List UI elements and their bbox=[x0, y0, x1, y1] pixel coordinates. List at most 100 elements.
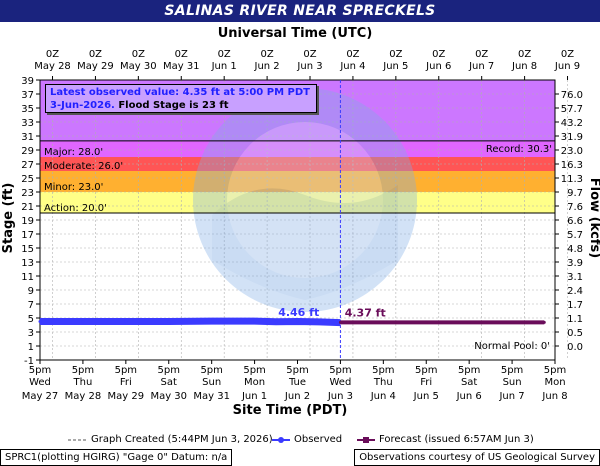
y-tick-label: 29 bbox=[21, 146, 34, 157]
bottom-tick-time: 5pm bbox=[286, 365, 308, 376]
flow-tick-label: 9.7 bbox=[567, 188, 583, 199]
bottom-tick-date: Jun 7 bbox=[498, 391, 524, 402]
latest-observation-box: Latest observed value: 4.35 ft at 5:00 P… bbox=[45, 84, 317, 113]
flow-tick-label: 11.3 bbox=[561, 174, 583, 185]
footer-datum: SPRC1(plotting HGIRG) "Gage 0" Datum: n/… bbox=[0, 449, 233, 466]
y-tick-label: 23 bbox=[21, 188, 34, 199]
bottom-tick-time: 5pm bbox=[29, 365, 51, 376]
top-tick-hour: 0Z bbox=[218, 49, 231, 60]
bottom-tick-time: 5pm bbox=[458, 365, 480, 376]
top-tick-hour: 0Z bbox=[561, 49, 574, 60]
bottom-tick-dow: Sat bbox=[161, 377, 177, 388]
top-tick-hour: 0Z bbox=[260, 49, 273, 60]
bottom-tick-date: May 30 bbox=[150, 391, 187, 402]
bottom-tick-date: Jun 3 bbox=[327, 391, 353, 402]
top-tick-hour: 0Z bbox=[518, 49, 531, 60]
latest-observation-date: 3-Jun-2026. bbox=[50, 100, 115, 111]
major-band bbox=[40, 140, 555, 157]
action-band bbox=[40, 192, 555, 213]
bottom-tick-dow: Wed bbox=[29, 377, 51, 388]
y-tick-label: 37 bbox=[21, 90, 34, 101]
top-tick-day: Jun 6 bbox=[425, 61, 451, 72]
stage-label-record: Record: 30.3' bbox=[486, 144, 552, 155]
series-lines bbox=[38, 317, 546, 327]
bottom-tick-time: 5pm bbox=[415, 365, 437, 376]
top-tick-hour: 0Z bbox=[89, 49, 102, 60]
y-tick-label: 11 bbox=[21, 272, 34, 283]
right-axis-title: Flow (kcfs) bbox=[587, 178, 600, 258]
y-tick-label: 25 bbox=[21, 174, 34, 185]
point-observed bbox=[124, 320, 128, 323]
bottom-tick-dow: Mon bbox=[244, 377, 265, 388]
y-tick-label: 3 bbox=[28, 328, 34, 339]
legend-observed-label: Observed bbox=[294, 434, 343, 445]
top-tick-day: Jun 8 bbox=[511, 61, 537, 72]
bottom-tick-date: Jun 6 bbox=[456, 391, 482, 402]
y-axis-right: 0.0 0.5 1.1 1.7 2.4 3.1 3.9 4.8 5.7 6.6 7.6 9.7 11.3… bbox=[555, 90, 583, 353]
bottom-tick-time: 5pm bbox=[329, 365, 351, 376]
bottom-tick-date: Jun 8 bbox=[541, 391, 567, 402]
y-tick-label: 5 bbox=[28, 314, 34, 325]
flow-tick-label: 3.9 bbox=[567, 258, 583, 269]
bottom-tick-date: Jun 2 bbox=[284, 391, 310, 402]
y-tick-label: 13 bbox=[21, 258, 34, 269]
top-tick-day: May 28 bbox=[34, 61, 71, 72]
data-annotations: 4.46 ft 4.37 ft bbox=[278, 306, 386, 320]
bottom-tick-time: 5pm bbox=[72, 365, 94, 376]
bottom-tick-time: 5pm bbox=[115, 365, 137, 376]
bottom-tick-date: May 29 bbox=[108, 391, 145, 402]
flow-tick-label: 0.5 bbox=[567, 328, 583, 339]
flow-tick-label: 7.6 bbox=[567, 202, 583, 213]
bottom-tick-dow: Sun bbox=[202, 377, 221, 388]
bottom-tick-dow: Fri bbox=[420, 377, 432, 388]
point-forecast bbox=[542, 320, 546, 324]
bottom-tick-time: 5pm bbox=[243, 365, 265, 376]
flow-tick-label: 76.0 bbox=[561, 90, 583, 101]
flow-tick-label: 43.2 bbox=[561, 118, 583, 129]
top-tick-day: Jun 9 bbox=[554, 61, 580, 72]
top-tick-day: Jun 3 bbox=[296, 61, 322, 72]
annotation-observed: 4.46 ft bbox=[278, 306, 319, 319]
y-tick-label: 35 bbox=[21, 104, 34, 115]
top-tick-day: May 29 bbox=[77, 61, 114, 72]
bottom-tick-time: 5pm bbox=[158, 365, 180, 376]
y-tick-label: -1 bbox=[24, 356, 34, 367]
top-tick-day: Jun 1 bbox=[211, 61, 237, 72]
y-tick-label: 33 bbox=[21, 118, 34, 129]
series-observed bbox=[40, 317, 341, 327]
latest-observation-line1: Latest observed value: 4.35 ft at 5:00 P… bbox=[50, 87, 310, 98]
flow-tick-label: 5.7 bbox=[567, 230, 583, 241]
flow-tick-label: 57.7 bbox=[561, 104, 583, 115]
top-tick-day: May 30 bbox=[120, 61, 157, 72]
point-observed bbox=[38, 320, 42, 323]
point-forecast bbox=[338, 320, 342, 324]
flow-tick-label: 1.1 bbox=[567, 314, 583, 325]
flow-tick-label: 31.9 bbox=[561, 132, 583, 143]
flow-tick-label: 3.1 bbox=[567, 272, 583, 283]
flood-stage-text: Flood Stage is 23 ft bbox=[118, 100, 229, 111]
left-axis-title: Stage (ft) bbox=[1, 183, 16, 254]
top-tick-hour: 0Z bbox=[389, 49, 402, 60]
top-tick-hour: 0Z bbox=[475, 49, 488, 60]
y-tick-label: 9 bbox=[28, 286, 34, 297]
top-tick-hour: 0Z bbox=[432, 49, 445, 60]
bottom-tick-dow: Wed bbox=[330, 377, 352, 388]
bottom-tick-dow: Mon bbox=[544, 377, 565, 388]
flow-tick-label: 16.3 bbox=[561, 160, 583, 171]
y-tick-label: 19 bbox=[21, 216, 34, 227]
bottom-tick-time: 5pm bbox=[501, 365, 523, 376]
top-tick-hour: 0Z bbox=[346, 49, 359, 60]
stage-labels: Record: 30.3' Major: 28.0' Moderate: 26.0'… bbox=[40, 80, 555, 360]
bottom-tick-time: 5pm bbox=[372, 365, 394, 376]
bottom-tick-dow: Fri bbox=[120, 377, 132, 388]
point-forecast bbox=[467, 320, 471, 324]
legend: Graph Created (5:44PM Jun 3, 2026) Obser… bbox=[0, 432, 600, 448]
bottom-tick-date: May 27 bbox=[22, 391, 59, 402]
stage-label-major: Major: 28.0' bbox=[44, 147, 103, 158]
flow-tick-label: 1.7 bbox=[567, 300, 583, 311]
stage-label-moderate: Moderate: 26.0' bbox=[44, 161, 123, 172]
minor-band bbox=[40, 171, 555, 192]
